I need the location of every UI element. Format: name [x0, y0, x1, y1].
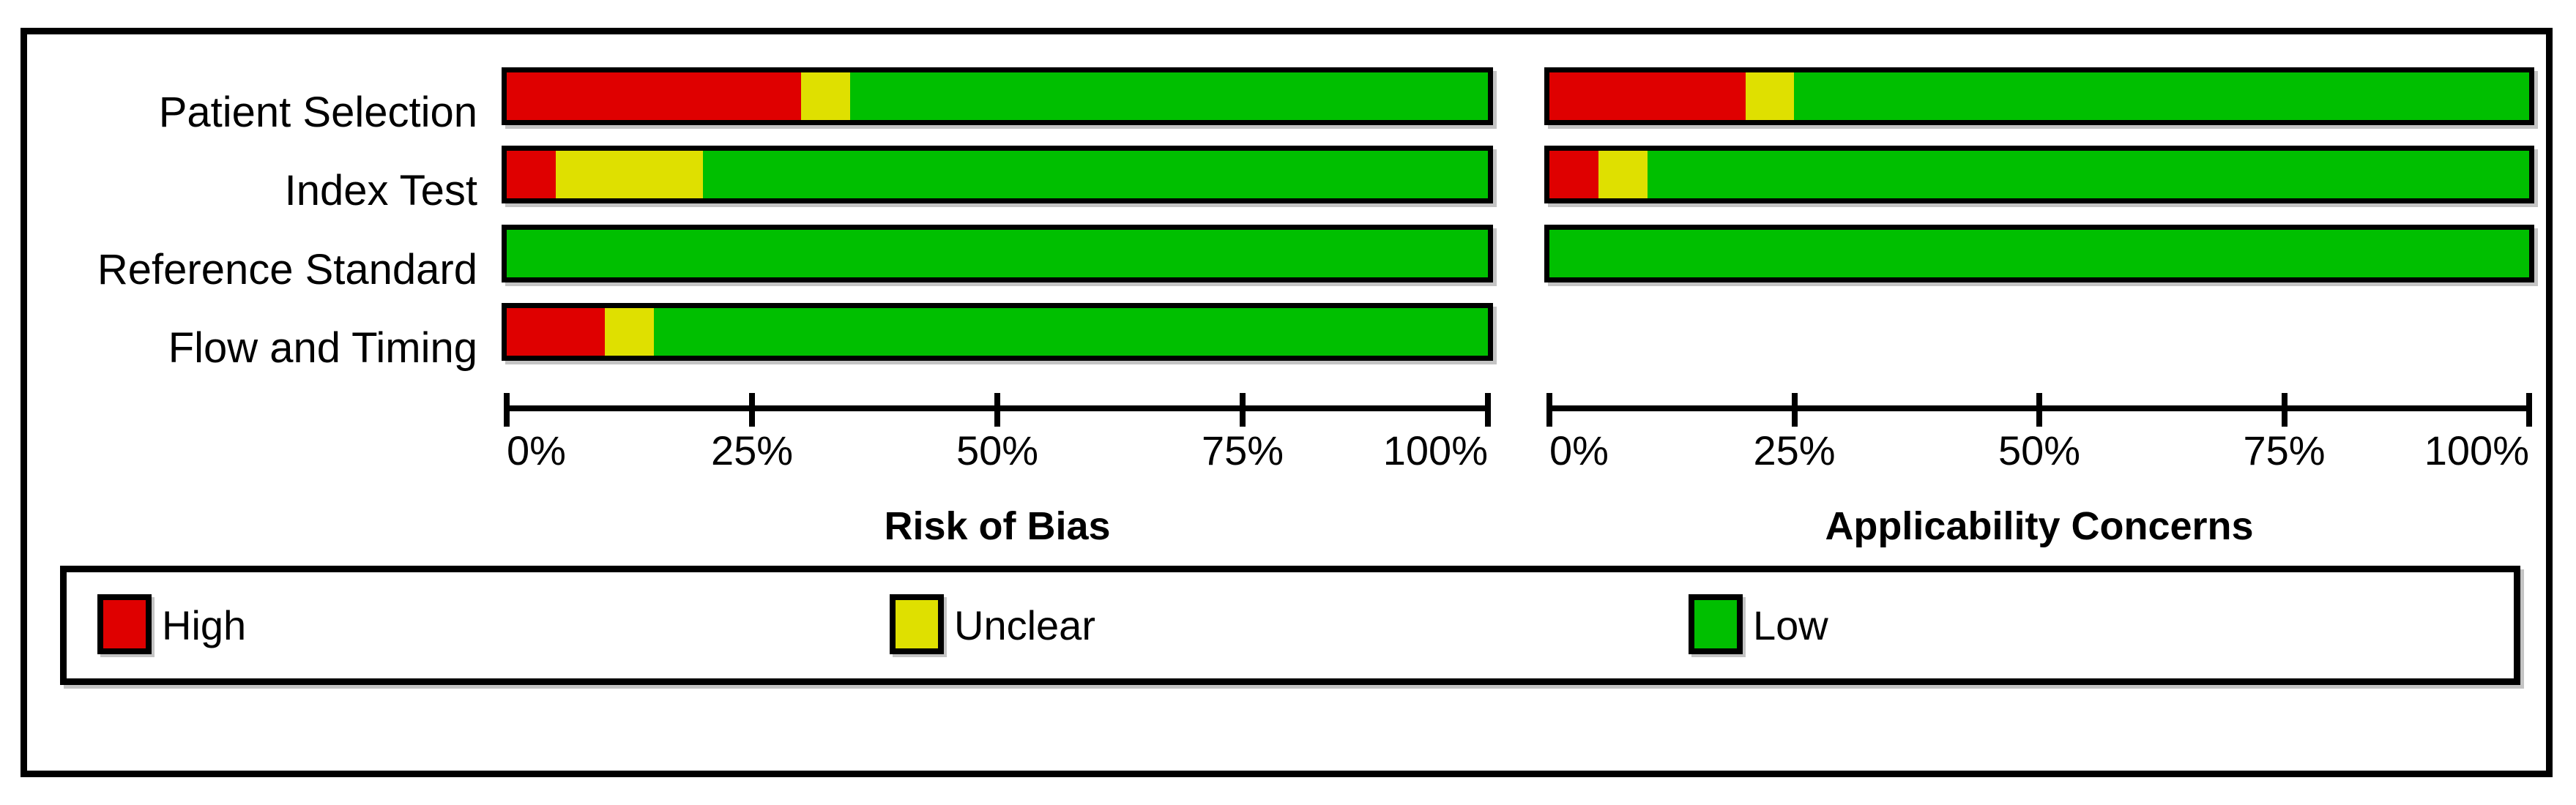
- segment-unclear: [605, 308, 654, 356]
- x-axis-tick-label: 75%: [1201, 427, 1284, 473]
- row-label-index-test: Index Test: [284, 167, 477, 214]
- x-axis-tick-label: 0%: [507, 427, 566, 473]
- x-axis-tick: [749, 393, 755, 427]
- x-axis-tick: [1791, 393, 1798, 427]
- segment-high: [507, 72, 801, 120]
- x-axis-tick-label: 25%: [1753, 427, 1836, 473]
- x-axis-tick-label: 0%: [1549, 427, 1609, 473]
- x-axis-tick: [1240, 393, 1246, 427]
- row-label-patient-selection: Patient Selection: [158, 89, 477, 136]
- segment-low: [507, 230, 1488, 277]
- segment-high: [1549, 72, 1746, 120]
- bar-risk-of-bias-flow-and-timing: [502, 303, 1493, 361]
- segment-unclear: [556, 151, 703, 198]
- x-axis-tick-label: 50%: [1998, 427, 2081, 473]
- segment-low: [850, 72, 1488, 120]
- segment-unclear: [1598, 151, 1648, 198]
- segment-low: [703, 151, 1488, 198]
- bar-applicability-concerns-patient-selection: [1544, 67, 2534, 125]
- row-label-flow-and-timing: Flow and Timing: [168, 324, 477, 372]
- legend-swatch-unclear: [890, 594, 944, 654]
- bar-risk-of-bias-patient-selection: [502, 67, 1493, 125]
- segment-low: [1647, 151, 2529, 198]
- legend-label-high: High: [162, 602, 247, 648]
- bar-risk-of-bias-reference-standard: [502, 225, 1493, 282]
- panel-title: Risk of Bias: [884, 504, 1111, 548]
- legend-swatch-high: [97, 594, 152, 654]
- x-axis-tick-label: 50%: [956, 427, 1039, 473]
- segment-low: [1794, 72, 2529, 120]
- legend-box: [60, 566, 2520, 685]
- x-axis-tick: [1546, 393, 1552, 427]
- x-axis-tick: [2036, 393, 2042, 427]
- segment-low: [654, 308, 1488, 356]
- x-axis-tick-label: 75%: [2243, 427, 2326, 473]
- legend-label-low: Low: [1753, 602, 1828, 648]
- legend-label-unclear: Unclear: [954, 602, 1095, 648]
- legend-swatch-low: [1689, 594, 1743, 654]
- chart-outer-frame: [21, 28, 2553, 777]
- segment-high: [507, 151, 556, 198]
- x-axis-tick: [2281, 393, 2287, 427]
- panel-title: Applicability Concerns: [1825, 504, 2254, 548]
- bar-applicability-concerns-index-test: [1544, 146, 2534, 203]
- x-axis-tick: [1485, 393, 1491, 427]
- segment-low: [1549, 230, 2529, 277]
- bar-applicability-concerns-reference-standard: [1544, 225, 2534, 282]
- x-axis-tick-label: 25%: [710, 427, 794, 473]
- segment-high: [1549, 151, 1598, 198]
- x-axis-tick: [2526, 393, 2532, 427]
- row-label-reference-standard: Reference Standard: [97, 246, 477, 293]
- x-axis-tick: [994, 393, 1000, 427]
- bar-risk-of-bias-index-test: [502, 146, 1493, 203]
- x-axis-tick: [504, 393, 510, 427]
- segment-unclear: [1745, 72, 1795, 120]
- segment-high: [507, 308, 605, 356]
- x-axis-tick-label: 100%: [1382, 427, 1488, 473]
- segment-unclear: [801, 72, 850, 120]
- x-axis-tick-label: 100%: [2424, 427, 2529, 473]
